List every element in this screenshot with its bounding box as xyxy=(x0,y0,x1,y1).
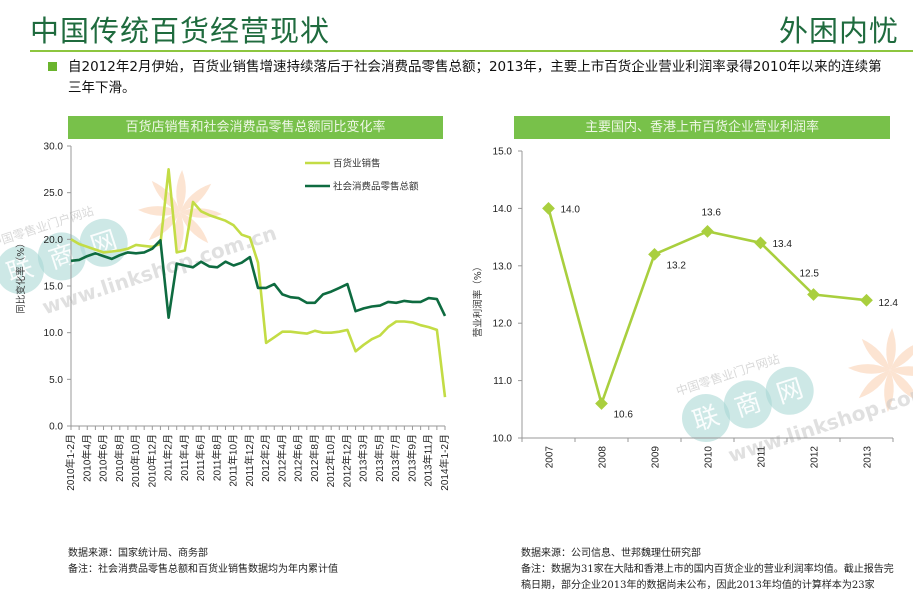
bullet-icon xyxy=(48,62,57,71)
y-axis-label: 同比变化率（%） xyxy=(15,238,27,314)
data-label: 12.4 xyxy=(879,298,899,309)
data-point-marker xyxy=(860,293,873,307)
summary-text: 自2012年2月伊始，百货业销售增速持续落后于社会消费品零售总额；2013年，主… xyxy=(68,59,882,96)
watermark-petal xyxy=(176,170,186,212)
y-tick-label: 30.0 xyxy=(44,142,64,153)
right-note: 备注：数据为31家在大陆和香港上市的国内百货企业的营业利润率均值。截止报告完稿日… xyxy=(521,564,894,591)
data-point-marker xyxy=(595,397,608,410)
watermark-circle xyxy=(0,246,44,294)
legend-label: 社会消费品零售总额 xyxy=(333,181,419,193)
x-tick-label: 2011年2月 xyxy=(162,434,175,481)
right-chart-title: 主要国内、香港上市百货企业营业利润率 xyxy=(514,116,890,139)
x-tick-label: 2007 xyxy=(545,446,556,469)
x-tick-label: 2011 xyxy=(757,446,768,468)
watermark: 联商网中国零售业门户网站www.linkshop.com.cn联商网中国零售业门… xyxy=(0,170,913,467)
watermark-petal xyxy=(180,183,212,212)
watermark-petal xyxy=(861,338,890,370)
x-tick-label: 2010 xyxy=(704,446,715,469)
x-tick-label: 2011年6月 xyxy=(194,434,207,481)
x-tick-label: 2011年4月 xyxy=(178,434,191,481)
watermark-petal xyxy=(180,212,209,244)
data-label: 10.6 xyxy=(614,410,634,421)
data-label: 12.5 xyxy=(800,269,820,280)
y-tick-label: 15.0 xyxy=(493,147,513,158)
watermark-petal xyxy=(858,370,890,399)
page-title: 中国传统百货经营现状 xyxy=(30,14,331,48)
x-tick-label: 2012年8月 xyxy=(308,434,321,482)
watermark-petal xyxy=(890,341,913,370)
left-chart-title: 百货店销售和社会消费品零售总额同比变化率 xyxy=(68,116,443,139)
x-tick-label: 2009 xyxy=(651,446,662,469)
x-tick-label: 2008 xyxy=(598,446,609,469)
legend-label: 百货业销售 xyxy=(333,158,381,170)
x-tick-label: 2012年2月 xyxy=(259,434,272,482)
y-tick-label: 11.0 xyxy=(493,376,512,387)
y-axis-label: 营业利润率（%） xyxy=(472,262,484,338)
data-point-marker xyxy=(701,224,714,238)
right-source: 数据来源：公司信息、世邦魏理仕研究部 xyxy=(521,548,701,559)
page-tagline: 外困内忧 xyxy=(778,14,899,48)
x-tick-label: 2010年8月 xyxy=(113,434,126,482)
title-divider xyxy=(30,50,913,52)
x-tick-label: 2012年12月 xyxy=(340,434,353,487)
y-tick-label: 5.0 xyxy=(49,375,63,386)
y-tick-label: 0.0 xyxy=(49,422,63,433)
watermark-petal xyxy=(890,370,913,402)
data-label: 13.4 xyxy=(773,239,793,250)
y-tick-label: 14.0 xyxy=(493,204,513,215)
x-tick-label: 2011年12月 xyxy=(243,434,256,487)
y-tick-label: 15.0 xyxy=(44,282,64,293)
watermark-petal xyxy=(138,206,180,216)
x-tick-label: 2014年1-2月 xyxy=(438,434,451,491)
x-tick-label: 2012年6月 xyxy=(292,434,305,482)
data-label: 13.6 xyxy=(702,207,722,218)
watermark-circle xyxy=(37,232,86,281)
x-tick-label: 2013年5月 xyxy=(373,434,386,482)
watermark-circle xyxy=(682,394,730,442)
watermark-petal xyxy=(890,366,913,376)
y-tick-label: 20.0 xyxy=(44,235,64,246)
y-tick-label: 13.0 xyxy=(493,261,513,272)
x-tick-label: 2013年11月 xyxy=(422,434,435,487)
x-tick-label: 2011年10月 xyxy=(227,434,240,487)
x-tick-label: 2013 xyxy=(863,446,874,469)
x-tick-label: 2010年6月 xyxy=(97,434,110,482)
x-tick-label: 2012 xyxy=(810,446,821,469)
right-chart: 10.0 11.0 12.0 13.0 14.0 15.0 2007 2008 2009 2010… xyxy=(472,147,898,469)
watermark-petal xyxy=(848,364,890,374)
x-tick-label: 2013年7月 xyxy=(389,434,402,482)
x-tick-label: 2010年10月 xyxy=(129,434,142,487)
left-source: 数据来源：国家统计局、商务部 xyxy=(68,548,208,559)
y-tick-label: 25.0 xyxy=(44,188,64,199)
data-label: 14.0 xyxy=(561,204,581,215)
x-tick-label: 2013年9月 xyxy=(405,434,418,482)
watermark-logo: 联商网中国零售业门户网站www.linkshop.com.cn xyxy=(0,203,279,319)
watermark-circle xyxy=(765,366,814,415)
watermark-flower-icon xyxy=(848,328,913,412)
x-tick-label: 2010年1-2月 xyxy=(64,434,77,491)
data-point-marker xyxy=(542,202,555,215)
y-tick-label: 10.0 xyxy=(493,434,513,445)
watermark-circle xyxy=(723,380,772,429)
x-tick-label: 2012年4月 xyxy=(275,434,288,482)
data-label: 13.2 xyxy=(667,260,687,271)
x-tick-label: 2011年8月 xyxy=(210,434,223,481)
x-tick-label: 2010年12月 xyxy=(145,434,158,487)
y-tick-label: 10.0 xyxy=(44,328,64,339)
left-note: 备注：社会消费品零售总额和百货业销售数据均为年内累计值 xyxy=(68,564,338,575)
y-tick-label: 12.0 xyxy=(493,319,513,330)
data-point-marker xyxy=(648,247,661,261)
x-tick-label: 2010年4月 xyxy=(80,434,93,482)
x-tick-label: 2013年3月 xyxy=(357,434,370,482)
x-tick-label: 2012年10月 xyxy=(324,434,337,487)
watermark-petal xyxy=(884,370,894,412)
watermark-petal xyxy=(886,328,896,370)
